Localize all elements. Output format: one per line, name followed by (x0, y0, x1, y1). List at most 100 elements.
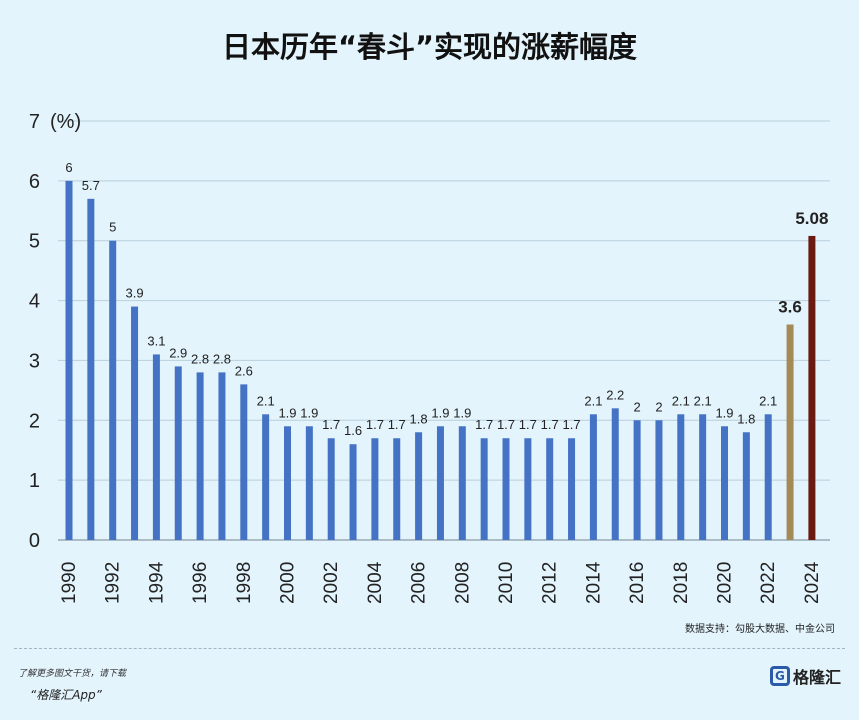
x-tick-label: 2004 (365, 561, 386, 604)
x-tick-label: 2016 (627, 562, 648, 604)
x-tick-label: 2000 (278, 562, 299, 604)
bar (415, 432, 423, 540)
logo-text: 格隆汇 (792, 668, 841, 687)
bar (721, 426, 728, 540)
bar (131, 306, 139, 540)
x-tick-label: 1994 (146, 561, 167, 604)
x-tick-label: 2008 (452, 562, 473, 604)
y-tick-label: 1 (29, 470, 40, 492)
y-tick-label: 2 (29, 410, 40, 432)
data-label: 2.2 (606, 387, 624, 402)
bar (764, 414, 772, 540)
bar (65, 180, 73, 540)
x-tick-label: 1992 (103, 562, 124, 604)
footer-logo[interactable]: G 格隆汇 (769, 664, 841, 688)
data-label: 1.7 (563, 417, 581, 432)
y-tick-label: 7 (29, 111, 40, 133)
bar (196, 372, 204, 540)
data-label: 1.7 (519, 417, 537, 432)
x-tick-label: 2024 (802, 561, 823, 604)
data-label: 3.1 (147, 333, 165, 348)
bar (174, 366, 182, 540)
bar (524, 438, 532, 540)
bar (262, 414, 270, 540)
bar (349, 444, 357, 540)
bar (655, 420, 663, 540)
data-label: 5.08 (795, 209, 828, 228)
data-label: 1.8 (737, 411, 755, 426)
data-label: 2.1 (759, 393, 777, 408)
data-label: 1.9 (431, 405, 449, 420)
bar (808, 235, 816, 540)
data-label: 2.1 (257, 393, 275, 408)
bar (786, 324, 794, 540)
footer-divider (14, 648, 845, 649)
data-label: 1.7 (497, 417, 515, 432)
footer-tip: 了解更多图文干货，请下载 (18, 669, 127, 679)
data-label: 2 (633, 399, 640, 414)
x-tick-label: 2020 (715, 562, 736, 604)
data-label: 2.6 (235, 363, 253, 378)
data-label: 2.1 (672, 393, 690, 408)
bar (218, 372, 226, 540)
bar (240, 384, 248, 540)
x-tick-label: 2012 (540, 562, 561, 604)
logo-icon: G (769, 666, 790, 686)
footer-app-name: “格隆汇App” (30, 688, 102, 702)
bar (87, 198, 95, 541)
data-label: 2 (655, 399, 662, 414)
y-unit-label: (%) (50, 111, 81, 133)
x-tick-label: 1998 (234, 562, 255, 604)
bar (305, 426, 313, 540)
x-tick-label: 2002 (321, 562, 342, 604)
bar (502, 438, 510, 540)
x-tick-label: 2018 (671, 562, 692, 604)
chart-title: 日本历年“春斗”实现的涨薪幅度 (221, 30, 638, 64)
bar (742, 432, 750, 540)
x-tick-label: 1990 (59, 562, 80, 604)
x-tick-label: 1996 (190, 562, 211, 604)
bar (284, 426, 291, 540)
y-tick-label: 0 (29, 530, 40, 552)
data-label: 3.6 (778, 298, 802, 317)
data-label: 1.7 (366, 417, 384, 432)
data-label: 5.7 (82, 178, 100, 193)
y-tick-label: 4 (29, 291, 40, 313)
data-label: 1.7 (475, 417, 493, 432)
y-tick-label: 5 (29, 231, 40, 253)
data-label: 1.7 (541, 417, 559, 432)
bar (327, 438, 335, 540)
data-label: 2.8 (191, 351, 209, 366)
bar (152, 354, 160, 540)
data-label: 1.7 (388, 417, 406, 432)
data-label: 6 (65, 160, 72, 175)
x-tick-label: 2022 (758, 562, 779, 604)
data-label: 1.9 (300, 405, 318, 420)
bar (393, 438, 401, 540)
x-tick-label: 2006 (409, 562, 430, 604)
bar (480, 438, 488, 540)
data-label: 5 (109, 220, 116, 235)
data-label: 2.1 (694, 393, 712, 408)
data-label: 1.7 (322, 417, 340, 432)
bar (699, 414, 707, 540)
data-label: 1.8 (410, 411, 428, 426)
data-label: 1.9 (453, 405, 471, 420)
bar (677, 414, 685, 540)
bar (546, 438, 554, 540)
x-tick-label: 2010 (496, 562, 517, 604)
source-note: 数据支持：勾股大数据、中金公司 (685, 624, 835, 635)
bar (371, 438, 379, 540)
bar (109, 240, 117, 540)
bar (436, 426, 444, 540)
data-label: 2.9 (169, 345, 187, 360)
bar (633, 420, 641, 540)
y-tick-label: 6 (29, 171, 40, 193)
x-tick-label: 2014 (583, 561, 604, 604)
data-label: 2.8 (213, 351, 231, 366)
y-tick-label: 3 (29, 350, 40, 372)
bar (568, 438, 576, 540)
data-label: 3.9 (126, 286, 144, 301)
bar (589, 414, 597, 540)
